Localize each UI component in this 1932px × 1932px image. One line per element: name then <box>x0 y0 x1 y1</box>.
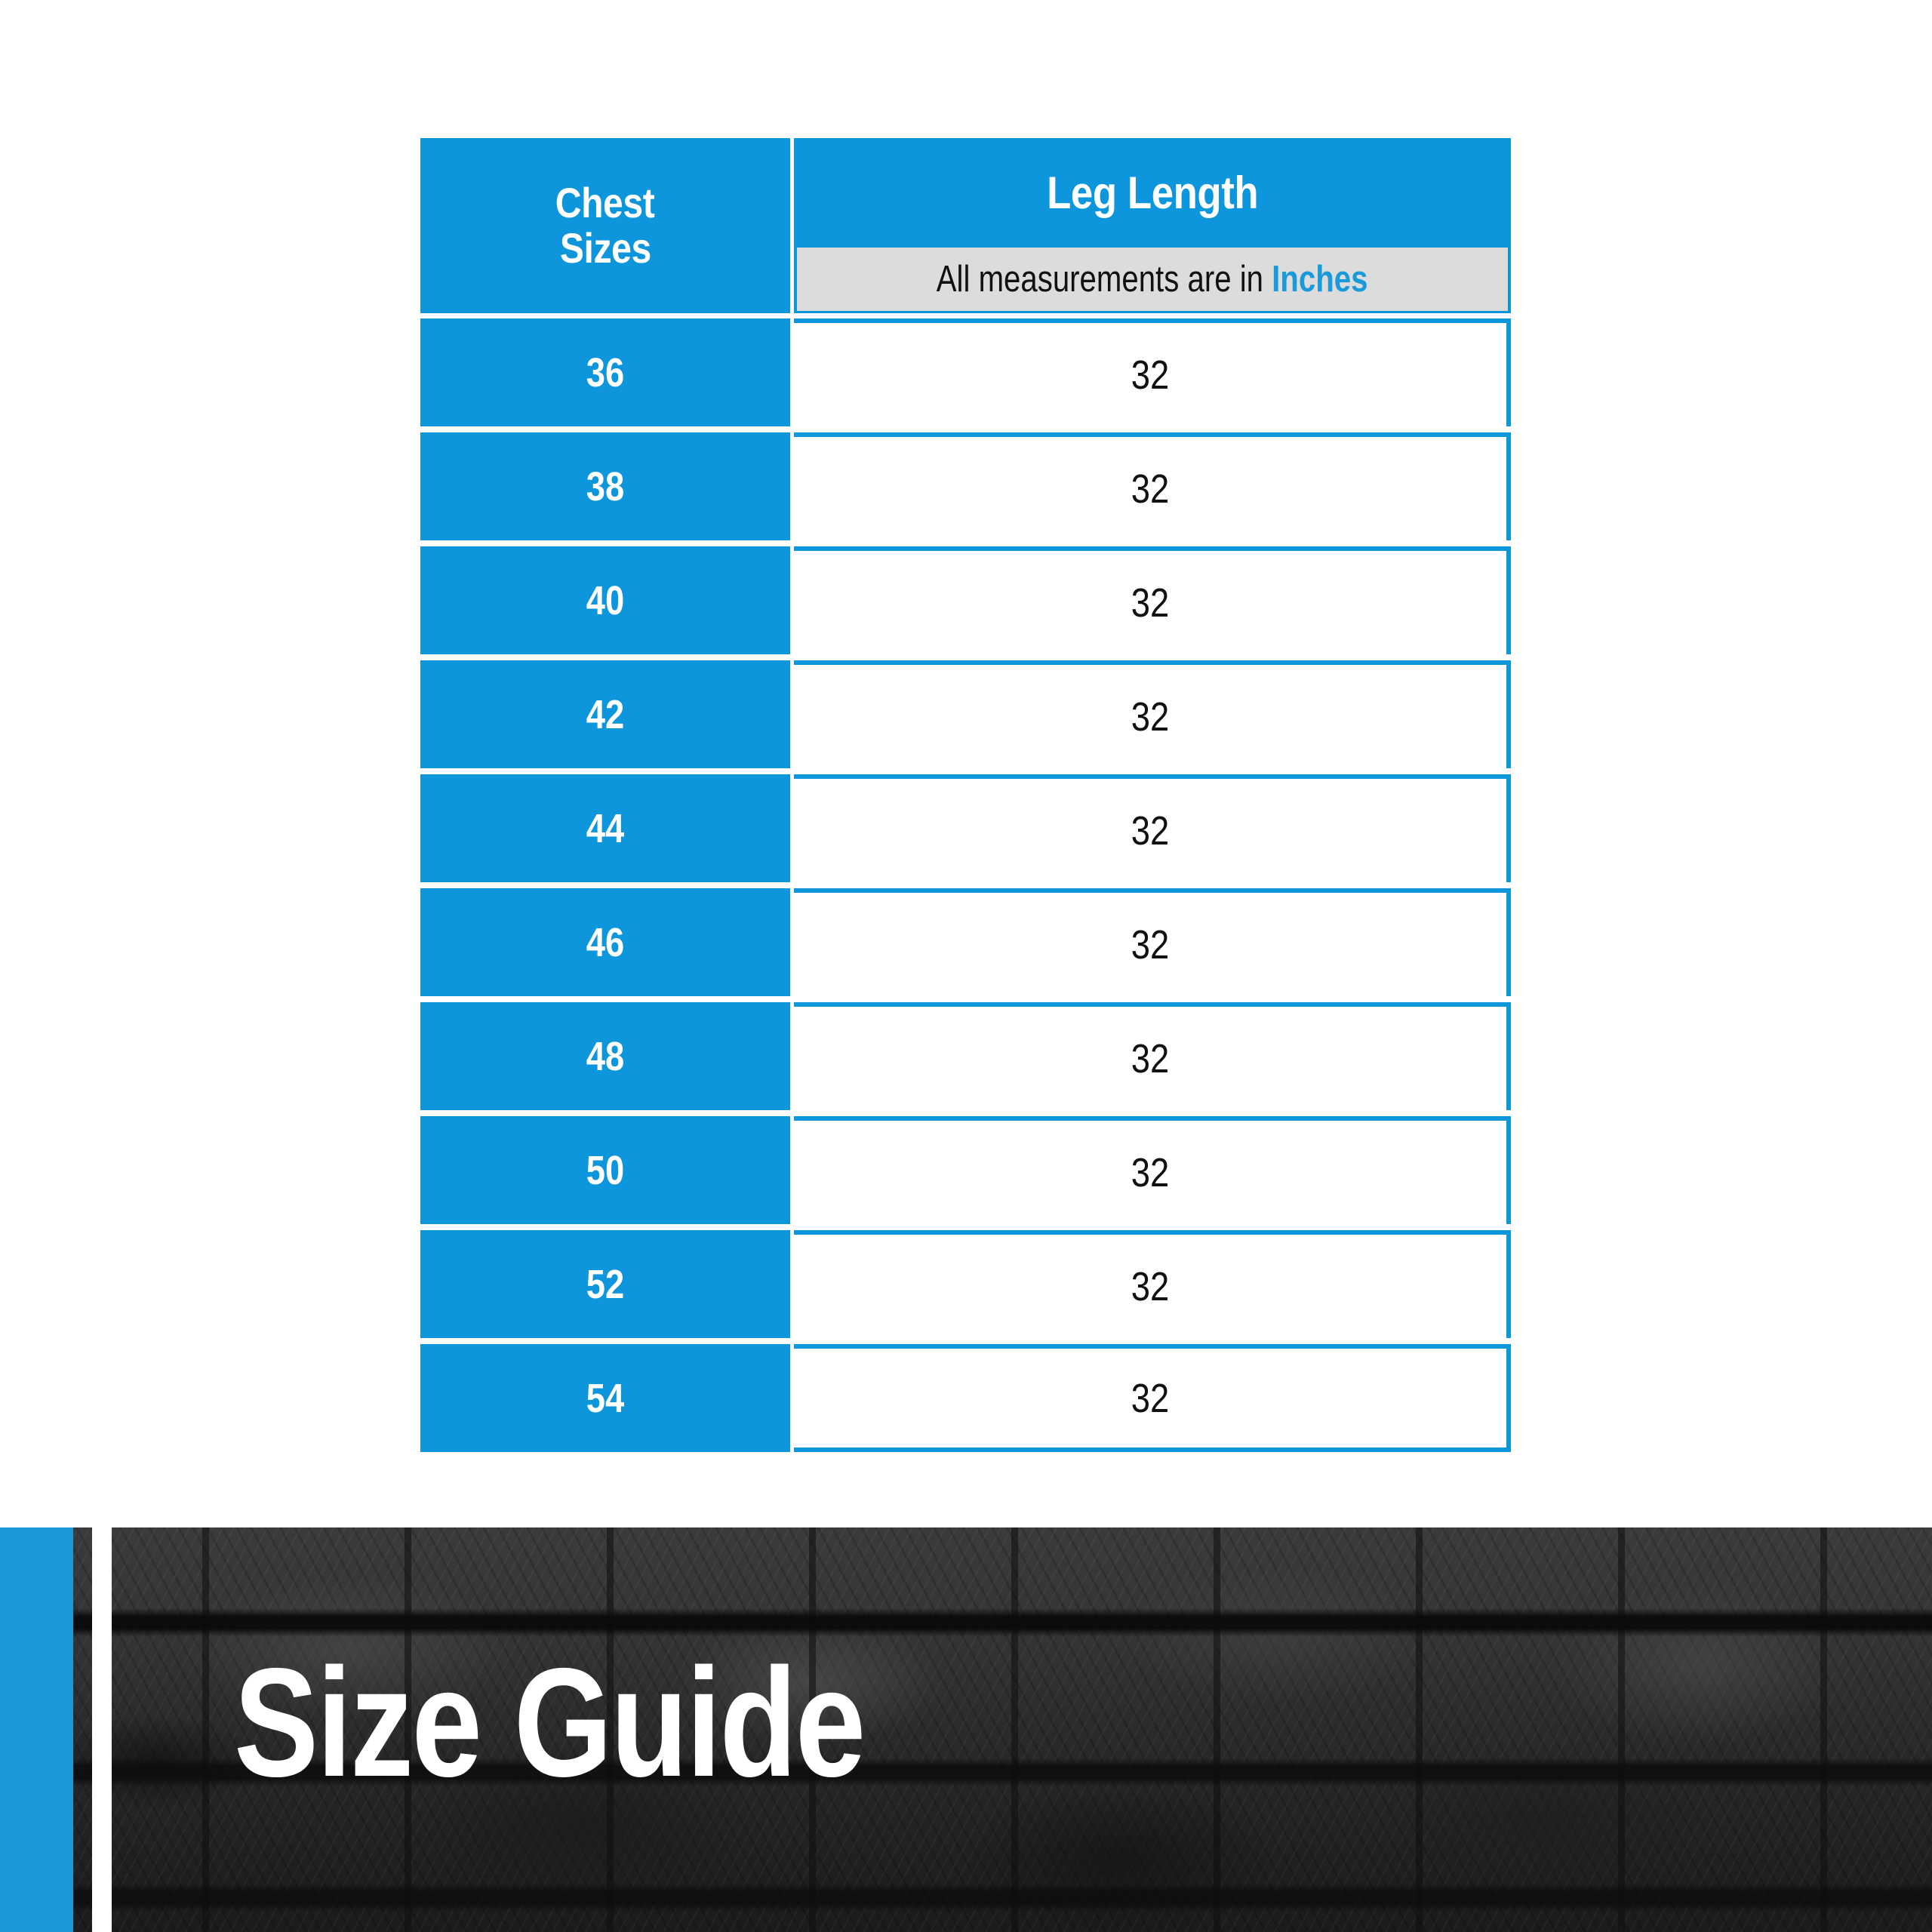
row-spacer <box>420 882 1511 888</box>
column-divider <box>790 1344 794 1452</box>
cell-chest-size: 36 <box>420 318 790 426</box>
row-spacer-left <box>420 882 790 888</box>
cell-leg-length: 32 <box>794 1116 1511 1224</box>
chest-size-value: 36 <box>586 349 625 395</box>
cell-leg-length: 32 <box>794 432 1511 540</box>
cell-chest-size: 54 <box>420 1344 790 1452</box>
cell-leg-length: 32 <box>794 660 1511 768</box>
cell-chest-size: 40 <box>420 546 790 654</box>
cell-chest-size: 44 <box>420 774 790 882</box>
row-spacer-left <box>420 1224 790 1230</box>
cell-chest-size: 38 <box>420 432 790 540</box>
leg-length-value: 32 <box>1131 352 1170 398</box>
row-spacer <box>420 540 1511 546</box>
row-spacer <box>420 654 1511 660</box>
cell-leg-length: 32 <box>794 1230 1511 1338</box>
header-body-spacer <box>420 313 1511 318</box>
size-chart-table: Chest Sizes Leg Length All measurements … <box>420 138 1511 1452</box>
blue-accent-stripe <box>0 1527 73 1932</box>
column-divider <box>790 138 794 313</box>
column-divider <box>790 1002 794 1110</box>
column-divider <box>790 888 794 996</box>
header-chest-sizes-line2: Sizes <box>559 224 651 272</box>
measurement-note-unit: Inches <box>1272 259 1368 300</box>
leg-length-value: 32 <box>1131 808 1170 854</box>
column-divider <box>790 1116 794 1224</box>
table-row: 48 32 <box>420 1002 1511 1110</box>
row-spacer <box>420 768 1511 774</box>
cell-leg-length: 32 <box>794 1344 1511 1452</box>
column-divider <box>790 660 794 768</box>
table-row: 44 32 <box>420 774 1511 882</box>
header-cell-leg-length: Leg Length All measurements are in Inche… <box>794 138 1511 313</box>
row-spacer <box>420 1110 1511 1116</box>
row-spacer-left <box>420 768 790 774</box>
row-spacer-left <box>420 1110 790 1116</box>
cell-chest-size: 52 <box>420 1230 790 1338</box>
column-divider <box>790 318 794 426</box>
cell-chest-size: 50 <box>420 1116 790 1224</box>
chest-size-value: 42 <box>586 691 625 737</box>
measurement-units-note: All measurements are in Inches <box>797 248 1508 311</box>
table-row: 38 32 <box>420 432 1511 540</box>
row-spacer <box>420 426 1511 432</box>
table-row: 50 32 <box>420 1116 1511 1224</box>
leg-length-value: 32 <box>1131 1375 1170 1421</box>
leg-length-value: 32 <box>1131 1035 1170 1081</box>
row-spacer <box>420 1224 1511 1230</box>
cell-leg-length: 32 <box>794 774 1511 882</box>
brick-wall-background <box>0 1527 1932 1932</box>
chest-size-value: 38 <box>586 463 625 509</box>
cell-leg-length: 32 <box>794 1002 1511 1110</box>
header-leg-length-title: Leg Length <box>794 138 1511 248</box>
cell-chest-size: 42 <box>420 660 790 768</box>
leg-length-value: 32 <box>1131 921 1170 968</box>
header-leg-length-label: Leg Length <box>1046 168 1259 218</box>
column-divider <box>790 774 794 882</box>
cell-leg-length: 32 <box>794 546 1511 654</box>
chest-size-value: 40 <box>586 577 625 623</box>
chest-size-value: 46 <box>586 919 625 965</box>
banner-title-text: Size Guide <box>234 1636 866 1809</box>
leg-length-value: 32 <box>1131 694 1170 740</box>
row-spacer-left <box>420 654 790 660</box>
leg-length-value: 32 <box>1131 1263 1170 1309</box>
row-spacer-left <box>420 540 790 546</box>
column-divider <box>790 432 794 540</box>
table-row: 46 32 <box>420 888 1511 996</box>
stripe-white-gap <box>92 1527 112 1932</box>
table-row: 36 32 <box>420 318 1511 426</box>
banner-title: Size Guide <box>234 1645 1002 1800</box>
leg-length-value: 32 <box>1131 466 1170 512</box>
cell-chest-size: 48 <box>420 1002 790 1110</box>
table-row: 54 32 <box>420 1344 1511 1452</box>
size-guide-banner <box>0 1527 1932 1932</box>
header-cell-chest-sizes: Chest Sizes <box>420 138 790 313</box>
row-spacer-left <box>420 426 790 432</box>
table-row: 40 32 <box>420 546 1511 654</box>
chest-size-value: 44 <box>586 805 625 851</box>
table-row: 42 32 <box>420 660 1511 768</box>
column-divider <box>790 546 794 654</box>
chest-size-value: 54 <box>586 1375 625 1421</box>
row-spacer <box>420 996 1511 1002</box>
chest-size-value: 50 <box>586 1147 625 1193</box>
table-row: 52 32 <box>420 1230 1511 1338</box>
cell-chest-size: 46 <box>420 888 790 996</box>
row-spacer-left <box>420 996 790 1002</box>
cell-leg-length: 32 <box>794 888 1511 996</box>
row-spacer-left <box>420 1338 790 1344</box>
header-chest-sizes-line1: Chest <box>555 179 655 227</box>
measurement-note-wrap: All measurements are in Inches <box>937 258 1368 300</box>
leg-length-value: 32 <box>1131 1149 1170 1195</box>
measurement-note-prefix: All measurements are in <box>937 259 1272 300</box>
column-divider <box>790 1230 794 1338</box>
chest-size-value: 48 <box>586 1033 625 1079</box>
chest-size-value: 52 <box>586 1261 625 1307</box>
table-header-row: Chest Sizes Leg Length All measurements … <box>420 138 1511 313</box>
row-spacer <box>420 1338 1511 1344</box>
leg-length-value: 32 <box>1131 580 1170 626</box>
cell-leg-length: 32 <box>794 318 1511 426</box>
